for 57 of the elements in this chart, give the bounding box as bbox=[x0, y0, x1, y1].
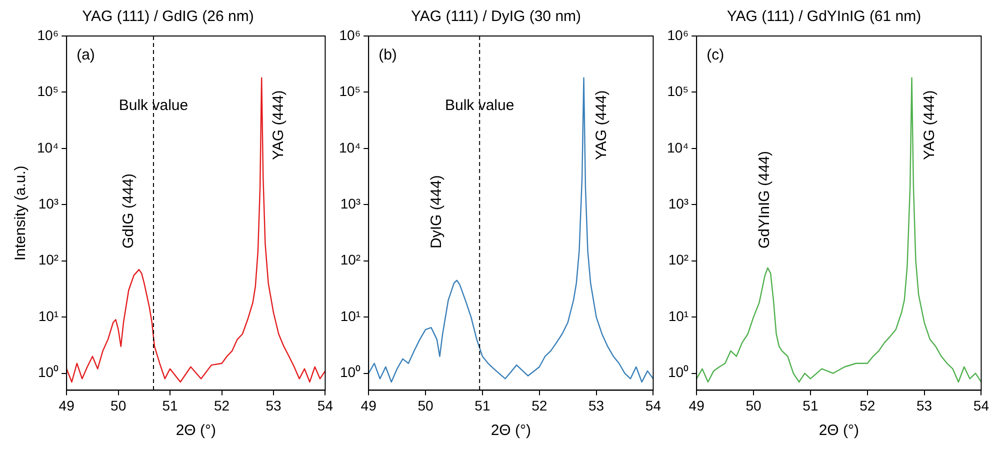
x-axis-title: 2Θ (°) bbox=[176, 422, 216, 440]
x-tick-label: 52 bbox=[214, 397, 230, 414]
x-tick-label: 53 bbox=[916, 397, 932, 414]
annotation: YAG (444) bbox=[270, 90, 287, 160]
y-tick-label: 10³ bbox=[38, 196, 59, 212]
annotation: GdYInIG (444) bbox=[756, 150, 774, 249]
x-tick-label: 49 bbox=[688, 397, 705, 414]
y-tick-label: 10⁰ bbox=[340, 364, 361, 380]
annotation: GdIG (444) bbox=[120, 173, 137, 249]
y-tick-label: 10⁵ bbox=[667, 83, 689, 100]
y-tick-label: 10⁵ bbox=[339, 83, 361, 100]
ref-line-label: Bulk value bbox=[118, 97, 188, 114]
y-tick-label: 10² bbox=[668, 252, 689, 268]
x-tick-label: 54 bbox=[645, 397, 662, 414]
y-tick-label: 10⁰ bbox=[38, 364, 59, 380]
x-tick-label: 51 bbox=[802, 397, 818, 414]
y-tick-label: 10⁰ bbox=[668, 364, 689, 380]
x-tick-label: 51 bbox=[474, 397, 490, 414]
x-tick-label: 49 bbox=[58, 397, 75, 414]
y-tick-label: 10⁴ bbox=[338, 139, 361, 156]
y-tick-label: 10⁶ bbox=[339, 26, 361, 43]
x-tick-label: 50 bbox=[418, 397, 434, 414]
annotation: YAG (444) bbox=[593, 90, 610, 160]
y-axis-title: Intensity (a.u.) bbox=[12, 166, 30, 261]
y-tick-label: 10³ bbox=[340, 196, 361, 212]
annotation: (a) bbox=[76, 46, 95, 64]
x-axis-title: 2Θ (°) bbox=[490, 422, 531, 440]
x-axis-title: 2Θ (°) bbox=[818, 422, 859, 440]
y-tick-label: 10¹ bbox=[340, 308, 361, 324]
x-tick-label: 54 bbox=[317, 397, 334, 414]
chart-title: YAG (111) / DyIG (30 nm) bbox=[410, 8, 582, 26]
y-tick-label: 10³ bbox=[668, 196, 689, 212]
x-tick-label: 52 bbox=[860, 397, 876, 414]
x-tick-label: 51 bbox=[162, 397, 178, 414]
y-tick-label: 10⁵ bbox=[37, 83, 59, 100]
x-tick-label: 54 bbox=[973, 397, 990, 414]
y-tick-label: 10¹ bbox=[38, 308, 59, 324]
annotation: YAG (444) bbox=[921, 90, 938, 160]
x-tick-label: 53 bbox=[266, 397, 282, 414]
chart-title: YAG (111) / GdIG (26 nm) bbox=[82, 8, 254, 26]
annotation: DyIG (444) bbox=[428, 175, 446, 249]
y-tick-label: 10² bbox=[38, 252, 59, 268]
annotation: (c) bbox=[706, 46, 724, 64]
annotation: (b) bbox=[378, 46, 397, 64]
y-tick-label: 10⁴ bbox=[36, 139, 59, 156]
y-tick-label: 10¹ bbox=[668, 308, 689, 324]
x-tick-label: 53 bbox=[588, 397, 604, 414]
x-tick-label: 49 bbox=[360, 397, 377, 414]
x-tick-label: 50 bbox=[746, 397, 762, 414]
y-tick-label: 10⁶ bbox=[667, 26, 689, 43]
y-tick-label: 10² bbox=[340, 252, 361, 268]
x-tick-label: 52 bbox=[532, 397, 548, 414]
y-tick-label: 10⁶ bbox=[37, 26, 59, 43]
ref-line-label: Bulk value bbox=[444, 97, 514, 114]
x-tick-label: 50 bbox=[110, 397, 126, 414]
y-tick-label: 10⁴ bbox=[666, 139, 689, 156]
chart-title: YAG (111) / GdYInIG (61 nm) bbox=[726, 8, 922, 26]
